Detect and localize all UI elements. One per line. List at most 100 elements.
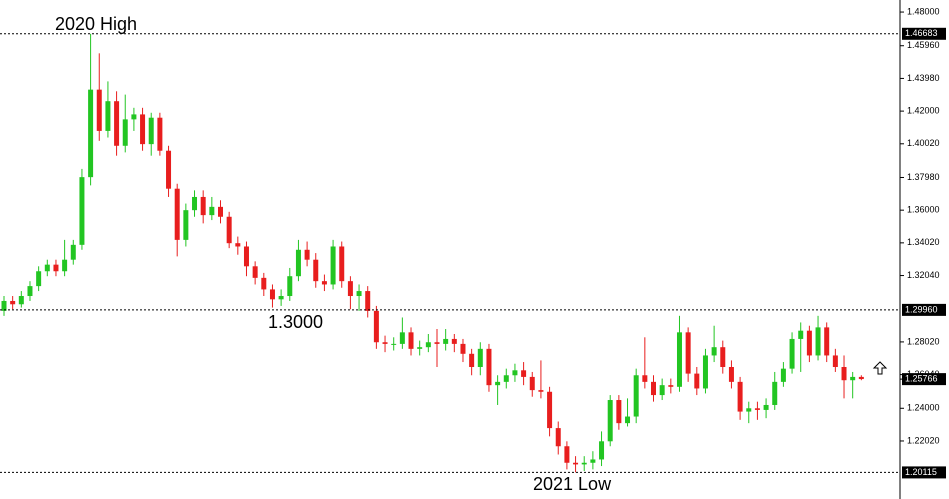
- y-tick-label: 1.45960: [907, 40, 940, 50]
- candle-body: [200, 196, 206, 216]
- candle-body: [105, 101, 111, 131]
- candle-body: [702, 355, 708, 389]
- candle-body: [503, 375, 509, 382]
- candle-body: [339, 246, 345, 282]
- candle-body: [858, 376, 864, 380]
- candle-body: [633, 375, 639, 417]
- candle-body: [555, 428, 561, 447]
- arrow-icon: [872, 361, 888, 375]
- candle-body: [18, 296, 24, 305]
- candle-body: [789, 338, 795, 369]
- candle-body: [1, 300, 7, 311]
- candle-body: [226, 216, 232, 244]
- candle-body: [243, 246, 249, 267]
- candle-body: [391, 343, 397, 345]
- candle-body: [79, 177, 85, 245]
- candle-body: [313, 259, 319, 282]
- y-tick-label: 1.24000: [907, 403, 940, 413]
- candle-body: [166, 150, 172, 189]
- candle-body: [512, 370, 518, 376]
- candle-body: [443, 338, 449, 344]
- candle-body: [651, 381, 656, 396]
- candle-body: [330, 246, 336, 285]
- candle-body: [469, 353, 475, 368]
- candle-body: [399, 332, 405, 344]
- candle-body: [737, 381, 743, 412]
- candle-body: [382, 342, 388, 344]
- candle-body: [538, 390, 544, 392]
- candle-body: [183, 210, 189, 240]
- candle-body: [140, 114, 146, 145]
- candle-body: [44, 264, 50, 272]
- candle-body: [521, 370, 527, 377]
- candle-body: [174, 188, 180, 240]
- y-tick-label: 1.36000: [907, 205, 940, 215]
- candle-body: [495, 381, 501, 386]
- candle-body: [728, 367, 734, 382]
- candle-body: [841, 367, 847, 381]
- candle-body: [287, 276, 293, 297]
- level-label: 1.29960: [905, 304, 938, 314]
- candle-body: [815, 327, 821, 356]
- candle-body: [668, 385, 674, 387]
- candle-body: [590, 459, 596, 463]
- candle-body: [434, 342, 440, 344]
- candle-body: [625, 416, 631, 424]
- y-tick-label: 1.22020: [907, 435, 940, 445]
- candle-body: [798, 330, 804, 339]
- candle-body: [694, 373, 700, 389]
- candle-body: [711, 347, 717, 356]
- candle-body: [417, 347, 423, 349]
- level-label-box: [902, 27, 946, 40]
- last-price-box: [902, 373, 946, 386]
- candle-body: [365, 291, 371, 311]
- candle-body: [261, 277, 267, 290]
- candle-body: [10, 300, 16, 305]
- annotation: 2020 High: [55, 14, 137, 34]
- candle-body: [408, 332, 414, 349]
- candle-body: [321, 281, 327, 285]
- candle-body: [746, 408, 752, 412]
- candle-body: [451, 338, 457, 344]
- y-tick-label: 1.40020: [907, 138, 940, 148]
- candle-body: [754, 408, 760, 410]
- candle-body: [581, 462, 587, 465]
- candle-body: [824, 327, 830, 356]
- last-price-label: 1.25766: [905, 373, 938, 383]
- y-tick-label: 1.34020: [907, 237, 940, 247]
- candle-body: [356, 291, 362, 297]
- y-tick-label: 1.32040: [907, 270, 940, 280]
- level-label-box: [902, 303, 946, 316]
- candle-body: [599, 441, 605, 460]
- candle-body: [720, 347, 726, 368]
- candle-body: [36, 271, 42, 287]
- candle-body: [425, 342, 431, 348]
- level-label: 1.20115: [905, 467, 937, 477]
- level-label: 1.46683: [905, 28, 938, 38]
- candle-body: [131, 114, 137, 120]
- candle-body: [659, 385, 665, 396]
- candle-body: [780, 368, 786, 382]
- candle-body: [373, 310, 379, 343]
- candle-body: [616, 400, 622, 424]
- candle-body: [62, 259, 68, 272]
- candle-body: [278, 296, 284, 300]
- candle-body: [573, 462, 579, 465]
- candle-body: [88, 89, 94, 178]
- candle-body: [529, 376, 535, 391]
- candle-body: [763, 404, 769, 410]
- candle-body: [547, 391, 553, 429]
- candle-body: [269, 289, 275, 300]
- y-tick-label: 1.42000: [907, 105, 940, 115]
- candle-body: [96, 89, 102, 131]
- y-tick-label: 1.48000: [907, 6, 940, 16]
- candle-body: [27, 286, 33, 297]
- candle-body: [295, 249, 301, 277]
- candle-body: [252, 266, 258, 278]
- y-tick-label: 1.43980: [907, 73, 940, 83]
- candle-body: [460, 343, 466, 354]
- candle-body: [148, 117, 154, 145]
- candle-body: [564, 446, 570, 463]
- candle-body: [209, 206, 215, 216]
- candle-body: [642, 375, 648, 382]
